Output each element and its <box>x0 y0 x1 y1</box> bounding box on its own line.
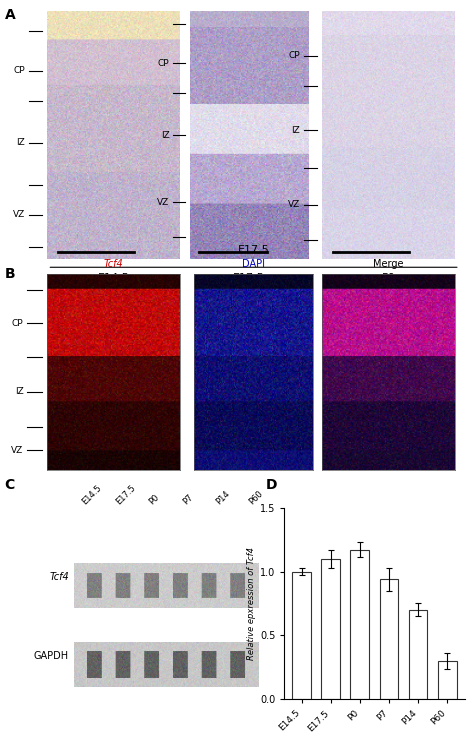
Text: VZ: VZ <box>11 446 24 455</box>
Text: VZ: VZ <box>13 211 25 220</box>
Text: VZ: VZ <box>157 198 170 207</box>
Text: E17.5: E17.5 <box>233 273 264 283</box>
Text: C: C <box>5 478 15 492</box>
Text: CP: CP <box>158 59 170 68</box>
Text: P7: P7 <box>181 493 195 506</box>
Text: IZ: IZ <box>16 138 25 147</box>
Text: GAPDH: GAPDH <box>34 651 69 662</box>
Text: P0: P0 <box>147 493 161 506</box>
Text: CP: CP <box>288 51 300 60</box>
Bar <box>350 550 369 699</box>
Text: Merge: Merge <box>374 259 404 268</box>
Y-axis label: Relative epxression of Tcf4: Relative epxression of Tcf4 <box>247 547 256 660</box>
Text: Tcf4: Tcf4 <box>49 572 69 582</box>
Bar <box>438 661 456 699</box>
Text: E17.5: E17.5 <box>238 245 269 255</box>
Bar <box>321 559 340 699</box>
Text: P14: P14 <box>214 489 232 506</box>
Text: B: B <box>5 267 15 281</box>
Text: DAPI: DAPI <box>242 259 265 268</box>
Bar <box>380 579 399 699</box>
Text: E14.5: E14.5 <box>81 483 104 506</box>
Text: Tcf4: Tcf4 <box>104 259 124 268</box>
Text: D: D <box>265 478 277 492</box>
Bar <box>409 610 428 699</box>
Text: P60: P60 <box>247 489 265 506</box>
Text: A: A <box>5 8 16 22</box>
Text: E14.5: E14.5 <box>98 273 129 283</box>
Text: IZ: IZ <box>291 126 300 135</box>
Text: VZ: VZ <box>288 200 300 209</box>
Text: E17.5: E17.5 <box>114 483 137 506</box>
Bar <box>292 572 311 699</box>
Text: P0: P0 <box>382 273 396 283</box>
Text: IZ: IZ <box>15 387 24 396</box>
Text: CP: CP <box>12 319 24 328</box>
Text: CP: CP <box>13 66 25 75</box>
Text: IZ: IZ <box>161 131 170 140</box>
